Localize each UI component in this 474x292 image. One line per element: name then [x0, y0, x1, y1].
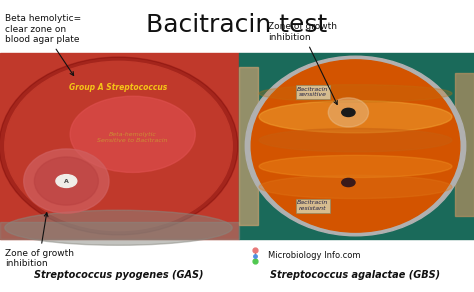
Circle shape [342, 178, 355, 187]
Ellipse shape [83, 119, 154, 173]
Text: Bacitracin test: Bacitracin test [146, 13, 328, 37]
Text: Streptococcus agalactae (GBS): Streptococcus agalactae (GBS) [271, 270, 440, 280]
Ellipse shape [259, 175, 452, 199]
Text: Bacitracin
sensitive: Bacitracin sensitive [297, 87, 328, 97]
Ellipse shape [70, 110, 167, 182]
Ellipse shape [328, 98, 368, 127]
Text: A: A [64, 178, 69, 184]
Text: Beta-hemolytic
Sensitive to Bacitracin: Beta-hemolytic Sensitive to Bacitracin [98, 132, 168, 142]
Ellipse shape [34, 157, 99, 205]
Ellipse shape [0, 57, 238, 235]
Ellipse shape [70, 96, 195, 172]
Text: Bacitracin
resistant: Bacitracin resistant [297, 201, 328, 211]
Ellipse shape [96, 129, 141, 163]
Bar [239, 53, 474, 239]
Ellipse shape [246, 56, 465, 236]
Ellipse shape [5, 210, 232, 245]
Ellipse shape [24, 149, 109, 213]
Ellipse shape [259, 155, 452, 178]
Bar [0, 222, 239, 239]
Text: Group A Streptococcus: Group A Streptococcus [69, 83, 168, 92]
Ellipse shape [259, 128, 452, 152]
Ellipse shape [5, 61, 232, 231]
Ellipse shape [44, 90, 193, 202]
Bar [0, 53, 239, 239]
Ellipse shape [31, 81, 206, 211]
Bar [239, 67, 258, 225]
Ellipse shape [259, 101, 452, 133]
Text: Microbiology Info.com: Microbiology Info.com [268, 251, 360, 260]
Text: Beta hemolytic=
clear zone on
blood agar plate: Beta hemolytic= clear zone on blood agar… [5, 14, 81, 76]
Text: Zone of growth
inhibition: Zone of growth inhibition [5, 213, 74, 268]
Circle shape [56, 175, 77, 187]
Ellipse shape [251, 60, 460, 232]
Text: Streptococcus pyogenes (GAS): Streptococcus pyogenes (GAS) [34, 270, 203, 280]
Circle shape [342, 108, 355, 117]
Bar [455, 73, 474, 216]
Ellipse shape [57, 100, 180, 192]
Ellipse shape [259, 85, 452, 102]
Text: Zone of growth
inhibition: Zone of growth inhibition [268, 22, 337, 105]
